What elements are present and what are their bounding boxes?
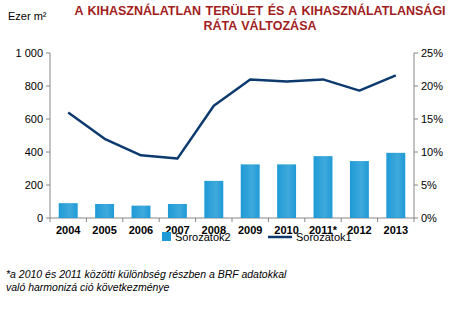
- y-axis: [50, 53, 51, 218]
- bar: [59, 203, 78, 218]
- y-tick: [46, 86, 50, 87]
- y-tick-label: 1 000: [15, 47, 43, 59]
- x-tick-divider: [159, 218, 160, 222]
- x-tick-divider: [195, 218, 196, 222]
- y-tick: [46, 119, 50, 120]
- x-tick-label: 2006: [129, 224, 153, 236]
- x-tick-divider: [414, 218, 415, 222]
- plot-marks: [59, 75, 406, 218]
- bar: [386, 153, 405, 218]
- y-tick-label: 0: [37, 212, 43, 224]
- y-tick: [46, 53, 50, 54]
- y-tick-label: 400: [25, 146, 43, 158]
- y2-tick-label: 10%: [421, 146, 443, 158]
- y2-tick-label: 5%: [421, 179, 437, 191]
- x-tick-divider: [86, 218, 87, 222]
- y-tick-label: 600: [25, 113, 43, 125]
- x-tick-divider: [232, 218, 233, 222]
- y2-tick: [414, 218, 418, 219]
- y2-tick-label: 20%: [421, 80, 443, 92]
- y-axis-label: Ezer m²: [8, 10, 47, 22]
- y-tick: [46, 185, 50, 186]
- y-tick: [46, 152, 50, 153]
- x-tick-divider: [377, 218, 378, 222]
- bar: [204, 181, 223, 218]
- x-tick-label: 2009: [238, 224, 262, 236]
- footnote: *a 2010 és 2011 közötti különbség részbe…: [6, 268, 306, 294]
- y-tick-label: 200: [25, 179, 43, 191]
- title: A KIHASZNÁLATLAN TERÜLET ÉS A KIHASZNÁLA…: [60, 4, 460, 34]
- bar: [314, 156, 333, 218]
- x-tick-label: 2004: [56, 224, 81, 236]
- y-tick-label: 800: [25, 80, 43, 92]
- x-tick-label: 2005: [92, 224, 116, 236]
- y2-tick: [414, 119, 418, 120]
- x-tick-divider: [122, 218, 123, 222]
- legend-swatch: [268, 236, 292, 239]
- bar: [241, 164, 260, 218]
- y2-tick-label: 15%: [421, 113, 443, 125]
- y2-axis: [414, 53, 415, 218]
- chart: 0 200 400 600 800 1 000 0% 5% 10% 15% 20% 25% Ezer m…: [0, 0, 473, 313]
- bar: [350, 161, 369, 218]
- bar: [95, 204, 114, 218]
- y2-tick-label: 0%: [421, 212, 437, 224]
- line: [68, 75, 396, 158]
- y-tick: [46, 218, 50, 219]
- bar: [168, 204, 187, 218]
- y2-tick: [414, 152, 418, 153]
- bar: [277, 164, 296, 218]
- legend-label: Sorozatok1: [296, 231, 352, 243]
- x-tick-divider: [268, 218, 269, 222]
- y2-tick: [414, 86, 418, 87]
- x-tick-divider: [50, 218, 51, 222]
- x-tick-label: 2013: [384, 224, 408, 236]
- y2-tick-label: 25%: [421, 47, 443, 59]
- x-tick-divider: [304, 218, 305, 222]
- x-tick-divider: [341, 218, 342, 222]
- legend-label: Sorozatok2: [175, 231, 231, 243]
- y2-tick: [414, 53, 418, 54]
- bar: [132, 206, 151, 218]
- legend-swatch: [162, 232, 171, 241]
- y2-tick: [414, 185, 418, 186]
